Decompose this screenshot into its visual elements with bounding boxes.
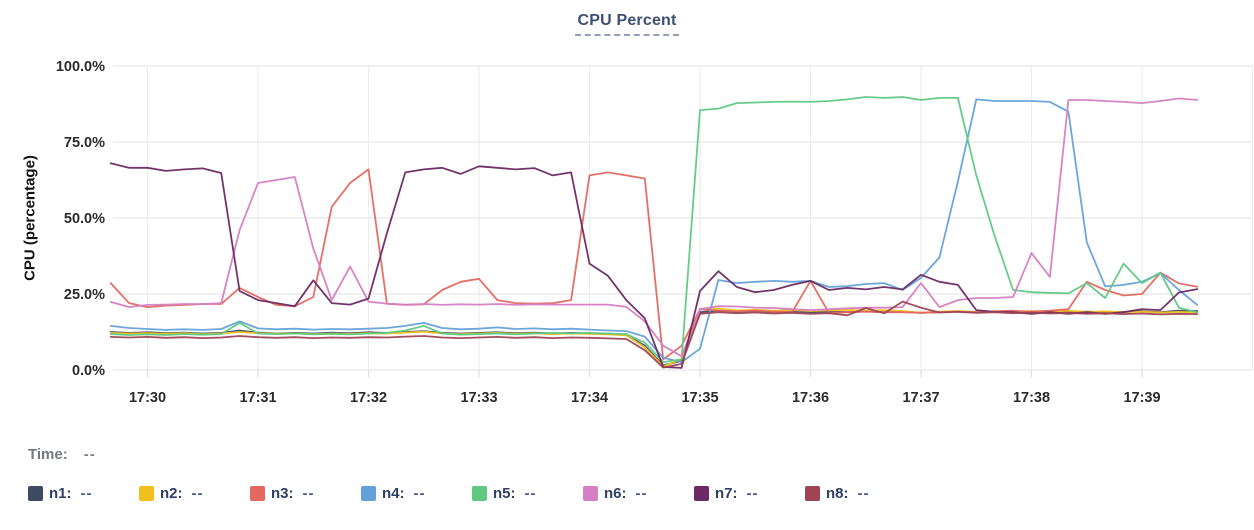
legend-label-n2: n2:: [160, 485, 183, 502]
y-tick-label: 0.0%: [72, 363, 105, 379]
legend-value-n1: --: [80, 485, 93, 502]
time-value: --: [83, 446, 96, 463]
time-readout-row: Time: --: [28, 446, 96, 463]
legend-label-n4: n4:: [382, 485, 405, 502]
legend-item-n5[interactable]: n5: --: [472, 485, 583, 502]
y-tick-label: 25.0%: [64, 287, 105, 303]
legend-label-n8: n8:: [826, 485, 849, 502]
legend-value-n6: --: [635, 485, 648, 502]
legend-value-n7: --: [746, 485, 759, 502]
x-tick-label: 17:38: [1013, 390, 1050, 406]
legend-item-n4[interactable]: n4: --: [361, 485, 472, 502]
x-tick-label: 17:34: [571, 390, 608, 406]
legend-swatch-n3: [250, 486, 265, 501]
x-tick-label: 17:33: [460, 390, 497, 406]
x-tick-label: 17:30: [129, 390, 166, 406]
legend-swatch-n7: [694, 486, 709, 501]
legend-swatch-n5: [472, 486, 487, 501]
chart-title-row: CPU Percent: [0, 12, 1254, 36]
series-line-n3: [109, 168, 1199, 361]
x-axis: 17:30 17:31 17:32 17:33 17:34 17:35 17:36 17:37…: [129, 370, 1161, 406]
x-tick-label: 17:32: [350, 390, 387, 406]
gridlines: [113, 65, 1254, 371]
y-tick-label: 50.0%: [64, 211, 105, 227]
y-tick-label: 75.0%: [64, 135, 105, 151]
legend-swatch-n8: [805, 486, 820, 501]
legend-item-n7[interactable]: n7: --: [694, 485, 805, 502]
x-tick-label: 17:31: [239, 390, 276, 406]
legend-label-n3: n3:: [271, 485, 294, 502]
y-tick-label: 100.0%: [56, 59, 105, 75]
x-tick-label: 17:37: [902, 390, 939, 406]
y-axis-title: CPU (percentage): [21, 155, 39, 281]
time-label: Time:: [28, 446, 68, 463]
series-lines: [109, 96, 1199, 369]
chart-canvas[interactable]: 17:30 17:31 17:32 17:33 17:34 17:35 17:36 17:37…: [0, 0, 1254, 425]
legend-label-n5: n5:: [493, 485, 516, 502]
legend-value-n3: --: [302, 485, 315, 502]
y-axis: 0.0% 25.0% 50.0% 75.0% 100.0%: [56, 59, 105, 379]
legend-swatch-n1: [28, 486, 43, 501]
legend-value-n8: --: [857, 485, 870, 502]
series-line-n4: [109, 98, 1199, 363]
legend-item-n6[interactable]: n6: --: [583, 485, 694, 502]
legend-value-n4: --: [413, 485, 426, 502]
legend-item-n8[interactable]: n8: --: [805, 485, 916, 502]
legend-value-n5: --: [524, 485, 537, 502]
legend-value-n2: --: [191, 485, 204, 502]
legend-item-n3[interactable]: n3: --: [250, 485, 361, 502]
legend-label-n1: n1:: [49, 485, 72, 502]
x-tick-label: 17:39: [1123, 390, 1160, 406]
legend-swatch-n6: [583, 486, 598, 501]
x-tick-label: 17:35: [681, 390, 718, 406]
series-line-n6: [109, 97, 1199, 358]
chart-title[interactable]: CPU Percent: [575, 12, 679, 36]
legend-swatch-n2: [139, 486, 154, 501]
legend-swatch-n4: [361, 486, 376, 501]
series-line-n8: [109, 300, 1199, 369]
legend-item-n1[interactable]: n1: --: [28, 485, 139, 502]
series-line-n5: [109, 96, 1199, 363]
legend-item-n2[interactable]: n2: --: [139, 485, 250, 502]
legend-label-n7: n7:: [715, 485, 738, 502]
x-tick-label: 17:36: [792, 390, 829, 406]
legend-label-n6: n6:: [604, 485, 627, 502]
chart-legend: n1: -- n2: -- n3: -- n4: -- n5: -- n6: -…: [28, 485, 916, 502]
